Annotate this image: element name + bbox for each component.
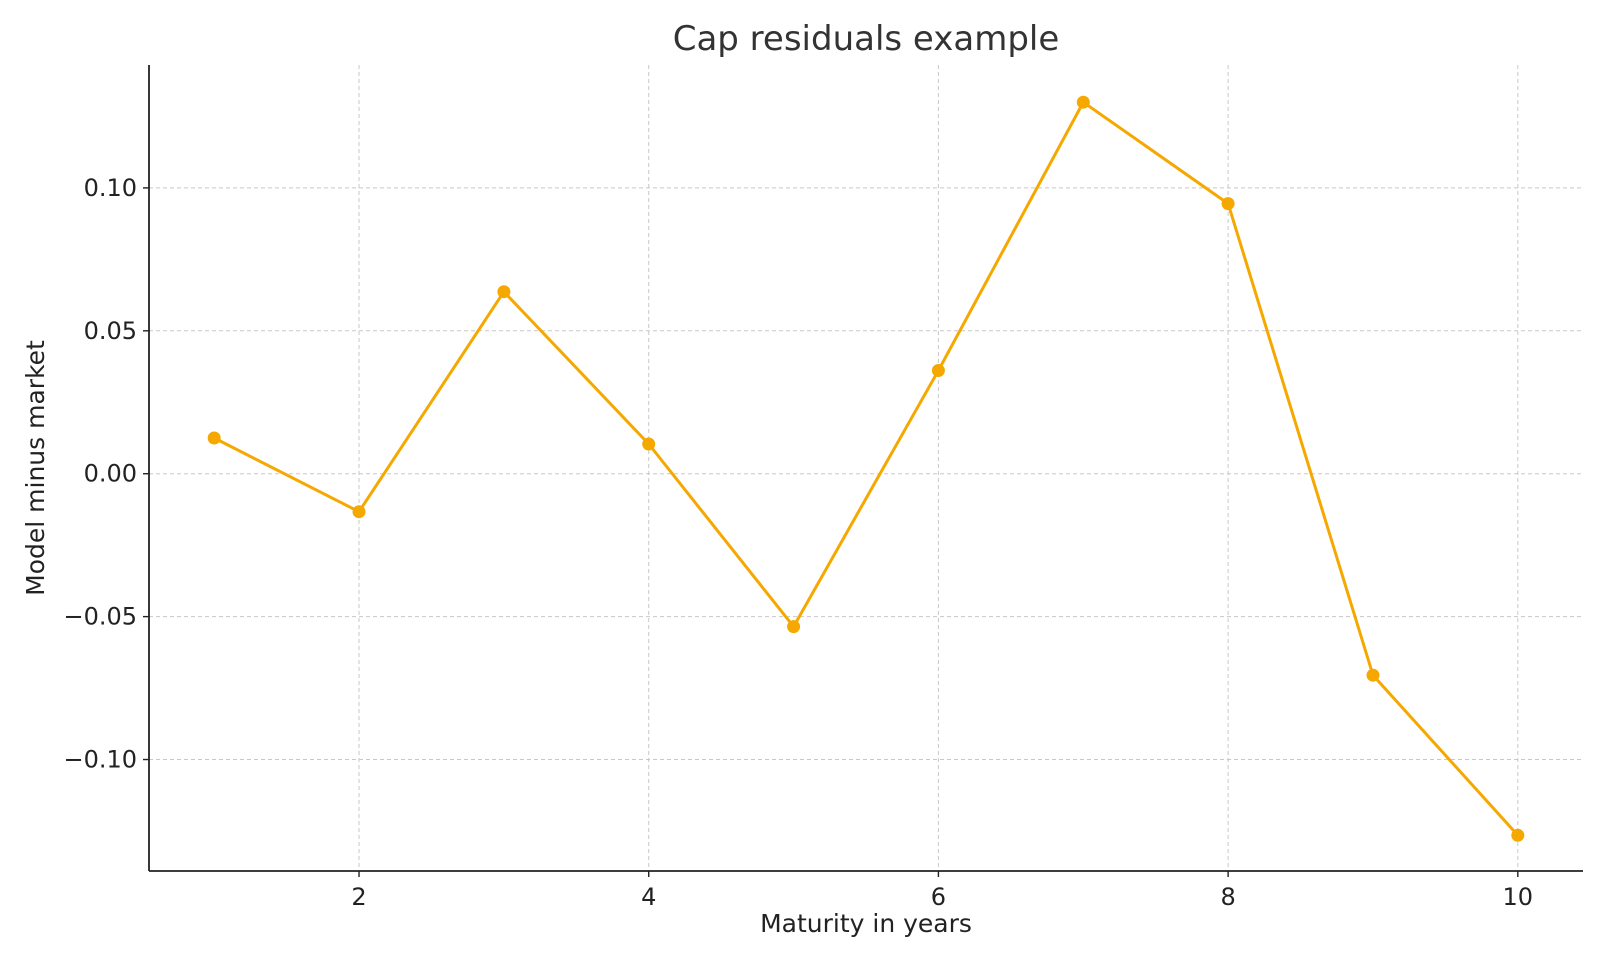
data-point [352, 505, 366, 519]
x-tick-label: 10 [1503, 883, 1534, 911]
y-tick-label: 0.00 [84, 460, 137, 488]
data-point [787, 620, 801, 634]
x-tick-label: 8 [1220, 883, 1235, 911]
series-line [213, 100, 1519, 837]
data-point [1366, 668, 1380, 682]
x-tick-label: 4 [641, 883, 656, 911]
data-point [1511, 828, 1525, 842]
ticks: 2 4 6 8 10 0.10 0.05 0.00 −0.05 −0.10 [63, 174, 1533, 911]
data-point [1221, 197, 1235, 211]
y-tick-label: −0.10 [63, 746, 137, 774]
axes [148, 65, 1583, 872]
y-axis-title: Model minus market [21, 340, 50, 596]
data-point [931, 364, 945, 377]
y-tick-label: 0.10 [84, 174, 137, 202]
chart-title: Cap residuals example [673, 19, 1060, 59]
data-point [642, 437, 656, 451]
data-point [497, 285, 511, 299]
series [207, 95, 1525, 842]
x-axis-title: Maturity in years [760, 909, 972, 938]
x-tick-label: 2 [351, 883, 366, 911]
data-point [1076, 95, 1090, 109]
y-tick-label: −0.05 [63, 603, 137, 631]
data-point [207, 431, 221, 445]
x-tick-label: 6 [931, 883, 946, 911]
y-tick-label: 0.05 [84, 317, 137, 345]
